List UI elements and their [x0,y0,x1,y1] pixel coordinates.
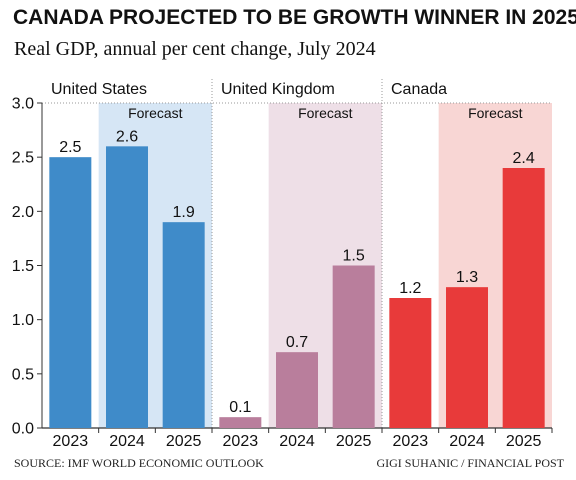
group-title: United Kingdom [221,81,335,98]
group-title: Canada [391,81,447,98]
y-tick-label: 1.0 [12,312,34,329]
bar-2024 [276,352,318,428]
y-tick-label: 0.0 [12,421,34,438]
data-label: 2.5 [59,139,81,156]
x-tick-label: 2025 [336,433,372,450]
data-label: 0.7 [286,334,308,351]
bar-2025 [332,265,375,428]
bar-2024 [106,146,148,429]
y-tick-label: 1.5 [12,258,34,275]
data-label: 1.5 [343,248,365,265]
bar-2024 [446,287,488,428]
data-label: 2.4 [513,150,535,167]
source-note: SOURCE: IMF WORLD ECONOMIC OUTLOOK [14,456,264,470]
y-tick-label: 2.5 [12,150,34,167]
bar-2023 [389,298,432,428]
x-tick-label: 2024 [109,433,145,450]
x-tick-label: 2025 [166,433,202,450]
x-tick-label: 2024 [449,433,485,450]
data-label: 1.2 [399,280,421,297]
x-tick-label: 2023 [53,433,89,450]
chart-subtitle: Real GDP, annual per cent change, July 2… [14,38,376,60]
chart-title: CANADA PROJECTED TO BE GROWTH WINNER IN … [13,6,576,29]
x-tick-label: 2024 [279,433,315,450]
x-tick-label: 2023 [393,433,429,450]
bar-2023 [219,417,262,428]
bar-2023 [49,157,92,428]
data-label: 0.1 [229,399,251,416]
data-label: 1.9 [173,204,195,221]
forecast-label: Forecast [128,105,183,121]
data-label: 1.3 [456,269,478,286]
forecast-label: Forecast [468,105,523,121]
y-tick-label: 2.0 [12,204,34,221]
group-title: United States [51,81,147,98]
forecast-label: Forecast [298,105,353,121]
bar-2025 [162,222,205,428]
data-label: 2.6 [116,128,138,145]
x-tick-label: 2023 [223,433,259,450]
y-tick-label: 3.0 [12,96,34,113]
bar-2025 [502,168,545,428]
y-tick-label: 0.5 [12,366,34,383]
credit-note: GIGI SUHANIC / FINANCIAL POST [376,456,564,470]
x-tick-label: 2025 [506,433,542,450]
